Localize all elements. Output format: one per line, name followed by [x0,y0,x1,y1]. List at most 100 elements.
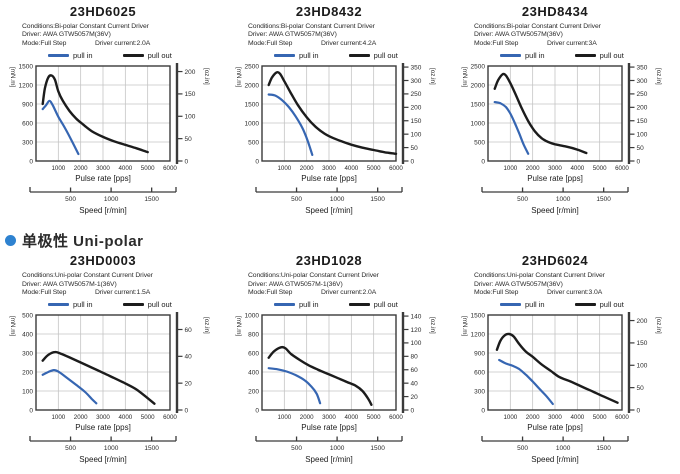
left-unit-label: [mN.m] [9,316,16,337]
x-tick-label: 5000 [593,414,607,421]
left-axis-labels: 0 200 400 600 800 1000 [245,313,260,415]
speed-tick-labels: 500 1000 1500 [291,196,385,203]
right-tick-label: 250 [411,91,422,98]
speed-tick-label: 1000 [556,196,571,203]
left-tick-label: 1000 [245,121,260,128]
chart-conditions: Conditions:Uni-polar Constant Current Dr… [0,272,226,297]
x-tick-label: 2000 [526,165,540,172]
left-tick-label: 2500 [471,64,486,71]
left-tick-label: 1500 [471,313,486,320]
mode-label: Mode:Full Step [22,39,67,47]
section-title: 单极性 Uni-polar [22,232,144,250]
left-axis-labels: 0 500 1000 1500 2000 2500 [471,64,486,166]
right-unit-label: [oz.in] [203,68,210,85]
speed-ruler [29,187,177,193]
driver-line: Driver: AWA GTW5057M-1(36V) [22,280,117,288]
pull-in-curve [493,101,530,156]
torque-curve-plot: 02004006008001000[mN.m]02040608010012014… [235,312,436,464]
speed-tick-labels: 500 1000 1500 [65,196,159,203]
grid [488,315,622,411]
grid [36,315,170,411]
x-tick-label: 5000 [141,165,155,172]
x-tick-label: 4000 [118,165,132,172]
right-tick-label: 300 [637,78,648,85]
legend-pull-in: pull in [274,51,319,60]
right-tick-label: 50 [637,145,645,152]
x-axis-labels: 1000 2000 3000 4000 5000 6000 [51,165,177,172]
x-axis-labels: 1000 2000 3000 4000 5000 6000 [503,414,629,421]
chart-title: 23HD1028 [295,253,363,269]
speed-tick-label: 1000 [556,445,571,452]
plot-border [261,65,397,162]
left-unit-label: [mN.m] [9,67,16,88]
speed-axis-label: Speed [r/min] [531,206,579,215]
right-tick-label: 100 [637,132,648,139]
legend-pull-out: pull out [574,51,624,60]
left-tick-label: 300 [474,389,485,396]
right-tick-label: 0 [185,159,189,166]
right-tick-label: 0 [637,408,641,415]
mode-label: Mode:Full Step [248,39,293,47]
legend-pull-out: pull out [122,300,172,309]
chart-23HD1028: 23HD1028 Conditions:Uni-polar Constant Cu… [226,251,452,473]
x-tick-label: 6000 [389,165,403,172]
legend-label: pull out [373,51,398,61]
right-axis: 0 50 100 150 200 [627,312,648,415]
left-tick-label: 0 [481,408,485,415]
driver-current-label: Driver current:3A [547,39,597,47]
left-tick-label: 900 [474,351,485,358]
pull-in-curve [267,93,314,157]
left-tick-label: 0 [255,408,259,415]
left-tick-label: 1500 [19,64,34,71]
left-tick-label: 100 [22,389,33,396]
chart-legend: pull in pull out [48,51,226,60]
chart-23HD0003: 23HD0003 Conditions:Uni-polar Constant Cu… [0,251,226,473]
left-tick-label: 1200 [471,332,486,339]
right-tick-label: 120 [411,327,422,334]
left-axis-labels: 0 500 1000 1500 2000 2500 [245,64,260,166]
speed-axis-label: Speed [r/min] [79,455,127,464]
torque-curve-plot: 0 100 200 300 400 500 [mN.m] 0 20 40 60 [oz.in] 1000… [9,312,210,464]
speed-tick-label: 1500 [596,445,611,452]
speed-ruler [255,187,403,193]
x-tick-label: 2000 [74,165,88,172]
left-tick-label: 0 [29,408,33,415]
mode-line: Mode:Full Step Driver current:3.0A [474,289,678,297]
mode-line: Mode:Full Step Driver current:3A [474,40,678,48]
chart-23HD6024: 23HD6024 Conditions:Uni-polar Constant Cu… [452,251,678,473]
left-tick-label: 2000 [245,83,260,90]
right-tick-label: 60 [411,367,419,374]
speed-tick-label: 500 [65,196,76,203]
right-tick-label: 80 [411,354,419,361]
right-tick-label: 20 [185,381,193,388]
driver-current-label: Driver current:1.5A [95,289,151,297]
pulse-rate-label: Pulse rate [pps] [301,423,357,432]
chart-legend: pull in pull out [48,300,226,309]
x-tick-label: 2000 [74,414,88,421]
x-tick-label: 1000 [277,165,291,172]
driver-line: Driver: AWA GTW5057M(36V) [474,280,563,288]
x-tick-label: 5000 [593,165,607,172]
bullet-icon [5,234,16,246]
right-unit-label: [oz.in] [429,317,436,334]
pull-in-curve [498,359,554,406]
pull-in-curve [267,367,322,405]
pull-in-swatch [274,54,295,58]
x-tick-label: 4000 [570,165,584,172]
x-axis-labels: 1000 2000 3000 4000 5000 6000 [51,414,177,421]
driver-current-label: Driver current:4.2A [321,39,377,47]
x-tick-label: 4000 [344,414,358,421]
right-axis: 0 20 40 60 80 100 120 140 [401,312,422,415]
speed-tick-labels: 500 1000 1500 [65,445,159,452]
driver-current-label: Driver current:3.0A [547,289,603,297]
pull-out-swatch [348,54,370,58]
left-tick-label: 2000 [471,83,486,90]
x-tick-label: 1000 [51,165,65,172]
pull-in-swatch [500,303,521,307]
chart-conditions: Conditions:Bi-polar Constant Current Dri… [226,23,452,48]
conditions-line: Conditions:Bi-polar Constant Current Dri… [22,23,149,30]
driver-line: Driver: AWA GTW5057M(36V) [474,31,563,39]
mode-label: Mode:Full Step [474,39,519,47]
